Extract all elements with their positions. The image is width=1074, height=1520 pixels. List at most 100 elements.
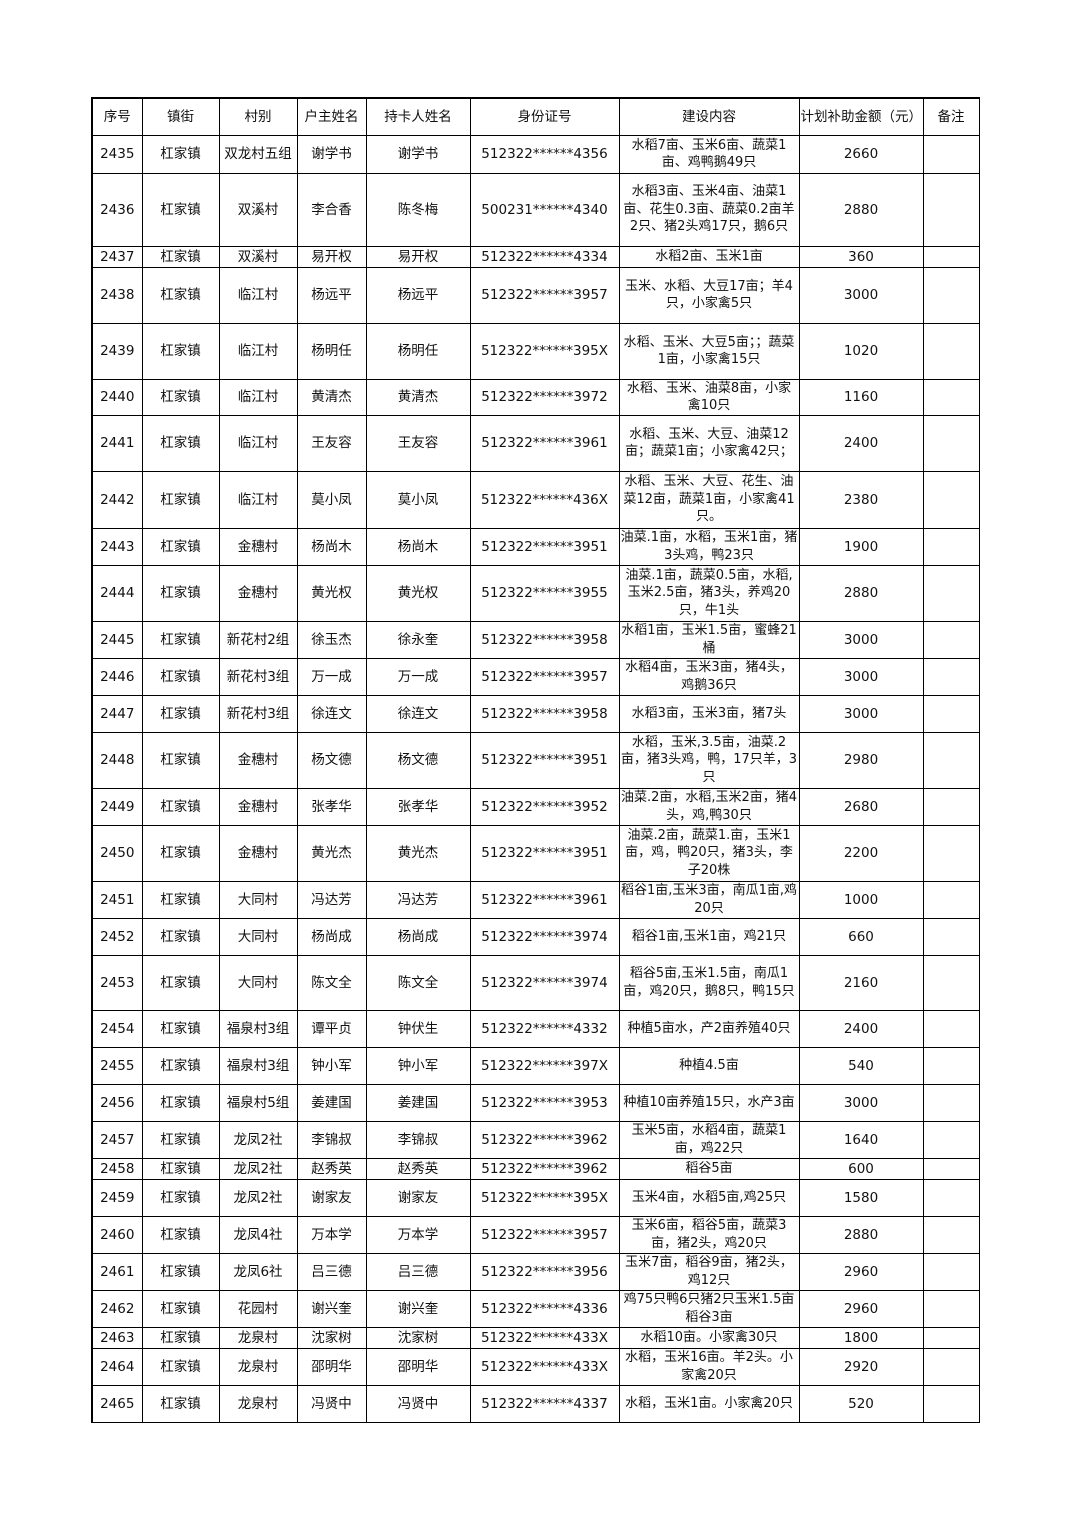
cell-subsidy-amount: 3000 <box>798 266 924 324</box>
cell-construction-content: 水稻3亩，玉米3亩，猪7头 <box>618 694 800 733</box>
cell-subsidy-amount: 2920 <box>798 1347 924 1386</box>
cell-subsidy-amount: 520 <box>798 1384 924 1423</box>
table-row: 2444 杠家镇 金穗村 黄光权 黄光权 512322******3955 油菜.1亩，蔬菜… <box>91 564 980 622</box>
cell-id-number: 512322******3974 <box>469 917 620 956</box>
cell-id-number: 512322******4337 <box>469 1384 620 1423</box>
cell-householder-name: 杨文德 <box>296 731 367 789</box>
cell-id-number: 512322******3962 <box>469 1120 620 1159</box>
cell-town: 杠家镇 <box>141 694 220 733</box>
table-row: 2439 杠家镇 临江村 杨明任 杨明任 512322******395X 水稻、玉米、大豆… <box>91 322 980 380</box>
cell-serial-no: 2438 <box>91 266 143 324</box>
cell-remarks <box>922 1289 980 1328</box>
cell-remarks <box>922 322 980 380</box>
table-row: 2437 杠家镇 双溪村 易开权 易开权 512322******4334 水稻2亩、玉米1… <box>91 245 980 268</box>
header-subsidy-amount: 计划补助金额（元） <box>798 97 924 136</box>
table-row: 2449 杠家镇 金穗村 张孝华 张孝华 512322******3952 油菜.2亩，水稻… <box>91 787 980 826</box>
cell-serial-no: 2460 <box>91 1215 143 1254</box>
cell-cardholder-name: 万本学 <box>365 1215 471 1254</box>
cell-remarks <box>922 657 980 696</box>
cell-remarks <box>922 172 980 247</box>
cell-householder-name: 杨明任 <box>296 322 367 380</box>
table-row: 2435 杠家镇 双龙村五组 谢学书 谢学书 512322******4356 水稻7亩、玉… <box>91 134 980 174</box>
cell-householder-name: 谭平贞 <box>296 1009 367 1048</box>
cell-subsidy-amount: 2400 <box>798 414 924 472</box>
cell-town: 杠家镇 <box>141 1178 220 1217</box>
cell-subsidy-amount: 2680 <box>798 787 924 826</box>
cell-construction-content: 水稻1亩，玉米1.5亩，蜜蜂21桶 <box>618 620 800 659</box>
cell-construction-content: 水稻，玉米,3.5亩，油菜.2亩，猪3头鸡，鸭，17只羊，3只 <box>618 731 800 789</box>
cell-construction-content: 玉米6亩，稻谷5亩，蔬菜3亩，猪2头，鸡20只 <box>618 1215 800 1254</box>
cell-village: 福泉村5组 <box>218 1083 298 1122</box>
cell-village: 大同村 <box>218 880 298 919</box>
cell-construction-content: 水稻2亩、玉米1亩 <box>618 245 800 268</box>
cell-cardholder-name: 黄光杰 <box>365 824 471 882</box>
table-row: 2442 杠家镇 临江村 莫小凤 莫小凤 512322******436X 水稻、玉米、大豆… <box>91 470 980 529</box>
cell-cardholder-name: 冯贤中 <box>365 1384 471 1423</box>
cell-id-number: 512322******3958 <box>469 620 620 659</box>
cell-village: 福泉村3组 <box>218 1046 298 1085</box>
cell-cardholder-name: 谢兴奎 <box>365 1289 471 1328</box>
cell-construction-content: 水稻、玉米、大豆、油菜12亩；蔬菜1亩；小家禽42只； <box>618 414 800 472</box>
cell-town: 杠家镇 <box>141 1083 220 1122</box>
cell-cardholder-name: 赵秀英 <box>365 1157 471 1180</box>
cell-householder-name: 谢兴奎 <box>296 1289 367 1328</box>
cell-householder-name: 张孝华 <box>296 787 367 826</box>
cell-subsidy-amount: 600 <box>798 1157 924 1180</box>
cell-village: 龙泉村 <box>218 1384 298 1423</box>
cell-id-number: 512322******397X <box>469 1046 620 1085</box>
cell-cardholder-name: 杨尚成 <box>365 917 471 956</box>
cell-serial-no: 2457 <box>91 1120 143 1159</box>
cell-serial-no: 2454 <box>91 1009 143 1048</box>
cell-cardholder-name: 沈家树 <box>365 1326 471 1349</box>
cell-village: 临江村 <box>218 470 298 529</box>
cell-town: 杠家镇 <box>141 470 220 529</box>
cell-subsidy-amount: 1000 <box>798 880 924 919</box>
cell-id-number: 512322******436X <box>469 470 620 529</box>
subsidy-table: 序号 镇街 村别 户主姓名 持卡人姓名 身份证号 建设内容 计划补助金额（元） 备注 2435 杠… <box>91 97 980 1423</box>
cell-construction-content: 鸡75只鸭6只猪2只玉米1.5亩稻谷3亩 <box>618 1289 800 1328</box>
header-cardholder-name: 持卡人姓名 <box>365 97 471 136</box>
cell-construction-content: 油菜.2亩，蔬菜1.亩，玉米1亩，鸡，鸭20只，猪3头，李子20株 <box>618 824 800 882</box>
cell-serial-no: 2446 <box>91 657 143 696</box>
cell-remarks <box>922 824 980 882</box>
cell-cardholder-name: 陈文全 <box>365 954 471 1011</box>
cell-householder-name: 谢家友 <box>296 1178 367 1217</box>
cell-village: 双龙村五组 <box>218 134 298 174</box>
cell-village: 大同村 <box>218 917 298 956</box>
cell-subsidy-amount: 2660 <box>798 134 924 174</box>
cell-id-number: 512322******395X <box>469 1178 620 1217</box>
cell-cardholder-name: 杨远平 <box>365 266 471 324</box>
cell-id-number: 512322******3961 <box>469 880 620 919</box>
cell-village: 龙凤2社 <box>218 1120 298 1159</box>
cell-cardholder-name: 杨明任 <box>365 322 471 380</box>
cell-subsidy-amount: 1580 <box>798 1178 924 1217</box>
cell-village: 龙凤4社 <box>218 1215 298 1254</box>
table-row: 2461 杠家镇 龙凤6社 吕三德 吕三德 512322******3956 玉米7亩，稻谷… <box>91 1252 980 1291</box>
cell-serial-no: 2453 <box>91 954 143 1011</box>
cell-householder-name: 钟小军 <box>296 1046 367 1085</box>
cell-remarks <box>922 470 980 529</box>
cell-village: 临江村 <box>218 266 298 324</box>
cell-cardholder-name: 徐连文 <box>365 694 471 733</box>
cell-subsidy-amount: 1900 <box>798 527 924 566</box>
cell-householder-name: 姜建国 <box>296 1083 367 1122</box>
cell-village: 龙泉村 <box>218 1326 298 1349</box>
cell-subsidy-amount: 2400 <box>798 1009 924 1048</box>
cell-cardholder-name: 易开权 <box>365 245 471 268</box>
cell-remarks <box>922 378 980 416</box>
cell-village: 新花村3组 <box>218 657 298 696</box>
cell-subsidy-amount: 2880 <box>798 172 924 247</box>
cell-construction-content: 水稻、玉米、大豆5亩；；蔬菜1亩，小家禽15只 <box>618 322 800 380</box>
cell-construction-content: 稻谷1亩,玉米1亩，鸡21只 <box>618 917 800 956</box>
cell-remarks <box>922 527 980 566</box>
cell-householder-name: 万一成 <box>296 657 367 696</box>
cell-town: 杠家镇 <box>141 378 220 416</box>
cell-serial-no: 2440 <box>91 378 143 416</box>
cell-subsidy-amount: 3000 <box>798 657 924 696</box>
cell-village: 福泉村3组 <box>218 1009 298 1048</box>
cell-village: 大同村 <box>218 954 298 1011</box>
cell-construction-content: 玉米4亩，水稻5亩,鸡25只 <box>618 1178 800 1217</box>
table-row: 2441 杠家镇 临江村 王友容 王友容 512322******3961 水稻、玉米、大豆… <box>91 414 980 472</box>
cell-cardholder-name: 万一成 <box>365 657 471 696</box>
cell-cardholder-name: 冯达芳 <box>365 880 471 919</box>
